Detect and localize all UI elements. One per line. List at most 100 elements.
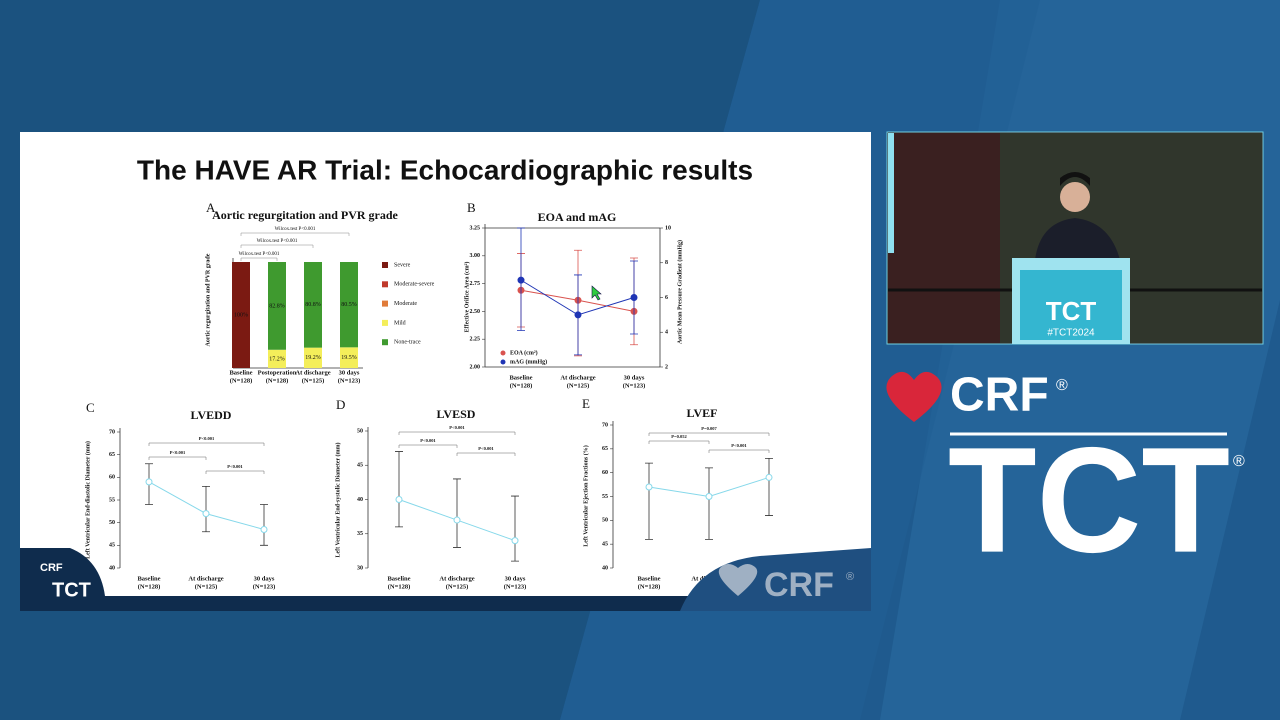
x-tick-count: (N=128) bbox=[510, 382, 532, 389]
x-tick-count: (N=123) bbox=[338, 377, 360, 384]
significance-label: Wilcox.test P<0.001 bbox=[257, 239, 298, 244]
x-tick-label: At discharge bbox=[439, 575, 474, 582]
x-tick-count: (N=123) bbox=[253, 583, 275, 590]
slide-logo-tct: TCT bbox=[52, 579, 91, 601]
value-label: 80.5% bbox=[341, 302, 357, 308]
bar-segment bbox=[340, 347, 358, 368]
y-tick-label: 70 bbox=[109, 429, 115, 435]
significance-label: P<0.001 bbox=[449, 425, 465, 430]
y-tick-label: 2.75 bbox=[470, 281, 481, 287]
point bbox=[517, 276, 525, 284]
y-axis-label: Left Ventricular End-diastolic Diameter … bbox=[84, 441, 91, 559]
x-tick-label: Baseline bbox=[137, 575, 160, 582]
error-bar bbox=[202, 486, 210, 533]
video-screen-edge bbox=[888, 133, 894, 253]
y-tick-label: 60 bbox=[109, 475, 115, 481]
x-tick-label: Baseline bbox=[229, 369, 252, 376]
y-tick-label: 2.50 bbox=[470, 309, 481, 315]
legend-swatch bbox=[382, 339, 388, 346]
y2-tick-label: 4 bbox=[665, 330, 668, 336]
podium-brand: TCT bbox=[1046, 296, 1097, 326]
y-axis-label: Effective Orifice Area (cm²) bbox=[463, 262, 470, 333]
bar-segment bbox=[268, 349, 286, 368]
x-tick-count: (N=128) bbox=[638, 583, 660, 590]
significance-label: P<0.001 bbox=[420, 438, 436, 443]
panel-letter: D bbox=[336, 397, 345, 412]
point bbox=[145, 478, 153, 486]
x-tick-count: (N=123) bbox=[623, 382, 645, 389]
bar-segment bbox=[304, 347, 322, 368]
x-tick-label: Postoperation bbox=[258, 369, 297, 376]
point bbox=[202, 510, 210, 518]
y-tick-label: 50 bbox=[602, 518, 608, 524]
crf-heart bbox=[886, 371, 942, 422]
significance-label: P<0.001 bbox=[731, 443, 747, 448]
significance-bracket bbox=[398, 444, 458, 448]
y2-tick-label: 6 bbox=[665, 295, 668, 301]
y-axis-label: Left Ventricular Ejection Fractions (%) bbox=[582, 445, 589, 547]
crf-logo: CRF bbox=[950, 369, 1049, 422]
error-bar bbox=[765, 457, 773, 516]
x-tick-label: 30 days bbox=[254, 575, 275, 582]
significance-label: P<0.001 bbox=[170, 450, 186, 455]
speaker-body bbox=[1035, 218, 1120, 260]
crf-registered: ® bbox=[1056, 377, 1068, 394]
slide bbox=[20, 132, 871, 611]
chart-title: LVEF bbox=[687, 406, 718, 420]
significance-label: P<0.001 bbox=[227, 464, 243, 469]
significance-bracket bbox=[648, 440, 710, 444]
significance-bracket bbox=[398, 431, 516, 435]
point bbox=[260, 525, 268, 533]
panel-letter: B bbox=[467, 200, 476, 215]
value-label: 80.8% bbox=[305, 302, 321, 308]
error-bar bbox=[395, 451, 403, 528]
x-tick-label: At discharge bbox=[295, 369, 330, 376]
legend-label: mAG (mmHg) bbox=[510, 358, 547, 365]
y-tick-label: 55 bbox=[602, 494, 608, 500]
y2-tick-label: 2 bbox=[665, 364, 668, 370]
legend-label: Moderate bbox=[394, 301, 417, 307]
chart-title: Aortic regurgitation and PVR grade bbox=[212, 208, 398, 222]
point bbox=[453, 516, 461, 524]
y-tick-label: 40 bbox=[602, 565, 608, 571]
x-tick-label: At discharge bbox=[188, 575, 223, 582]
legend-label: EOA (cm²) bbox=[510, 349, 538, 356]
point bbox=[765, 473, 773, 481]
y-tick-label: 55 bbox=[109, 497, 115, 503]
podium-hashtag: #TCT2024 bbox=[1047, 328, 1095, 339]
y-tick-label: 70 bbox=[602, 422, 608, 428]
x-tick-label: 30 days bbox=[505, 575, 526, 582]
significance-bracket bbox=[205, 470, 265, 474]
significance-bracket bbox=[148, 442, 265, 446]
x-tick-count: (N=128) bbox=[266, 377, 288, 384]
panel-letter: C bbox=[86, 400, 95, 415]
y-tick-label: 65 bbox=[602, 446, 608, 452]
legend-marker bbox=[500, 350, 506, 356]
bar-segment bbox=[304, 262, 322, 348]
y2-axis-label: Aortic Mean Pressure Gradient (mmHg) bbox=[676, 240, 683, 344]
significance-bracket bbox=[240, 244, 314, 248]
slide-corner-registered: ® bbox=[846, 571, 854, 583]
legend-label: None-trace bbox=[394, 340, 421, 346]
y-tick-label: 45 bbox=[109, 543, 115, 549]
point bbox=[705, 493, 713, 500]
bar-segment bbox=[340, 262, 358, 348]
x-tick-count: (N=123) bbox=[504, 583, 526, 590]
significance-bracket bbox=[240, 257, 278, 261]
significance-label: Wilcox.test P<0.001 bbox=[239, 252, 280, 257]
point bbox=[395, 496, 403, 503]
significance-label: P<0.001 bbox=[478, 446, 494, 451]
y-tick-label: 45 bbox=[602, 542, 608, 548]
y-tick-label: 50 bbox=[357, 428, 363, 434]
y-tick-label: 65 bbox=[109, 452, 115, 458]
y-tick-label: 30 bbox=[357, 565, 363, 571]
significance-bracket bbox=[708, 449, 770, 453]
y-tick-label: 3.00 bbox=[470, 253, 481, 259]
x-tick-count: (N=125) bbox=[567, 382, 589, 389]
y-axis-label: Left Ventricular End-systolic Diameter (… bbox=[334, 442, 341, 557]
chart-title: LVESD bbox=[437, 407, 476, 421]
slide-corner-heart bbox=[718, 564, 758, 596]
y-axis-label: Aortic regurgitation and PVR grade bbox=[205, 253, 211, 346]
